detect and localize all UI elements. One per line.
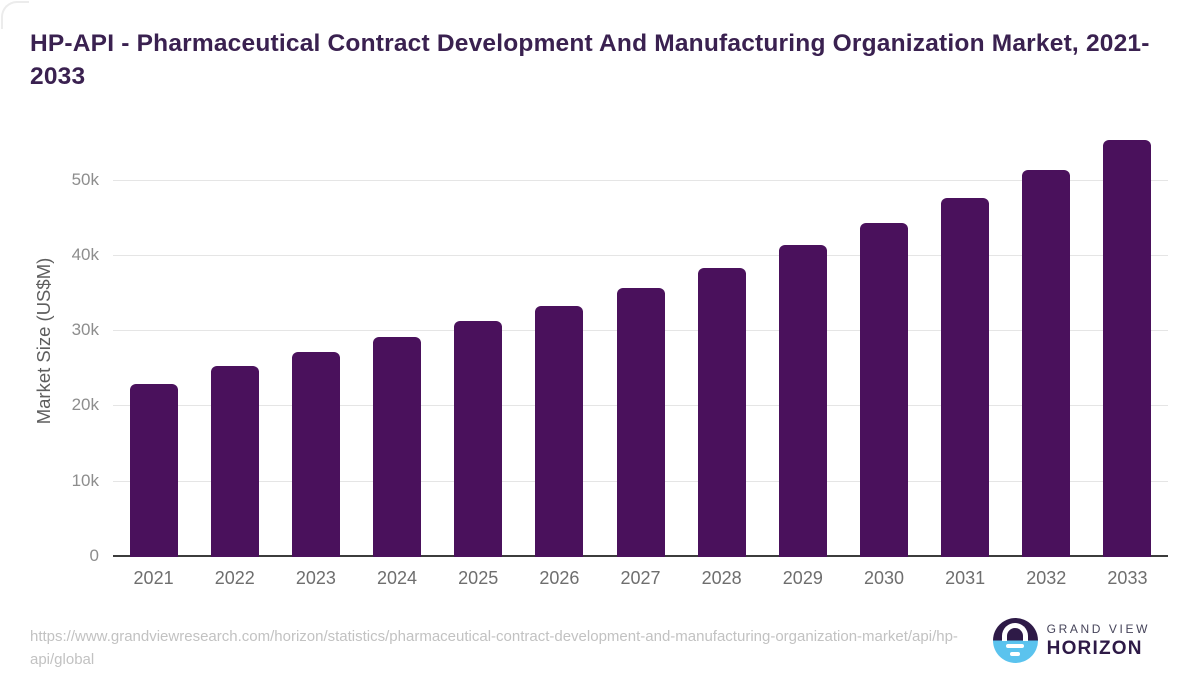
bar-2022[interactable] xyxy=(210,366,259,557)
y-tick-label-40k: 40k xyxy=(71,244,99,264)
bar-2030[interactable] xyxy=(859,222,908,557)
y-tick-label-20k: 20k xyxy=(71,395,99,415)
x-axis-labels: 2021 2022 2023 2024 2025 2026 2027 2028 2029 2030… xyxy=(113,568,1168,589)
bar-2024[interactable] xyxy=(373,336,422,557)
x-axis-label-2027: 2027 xyxy=(620,568,661,588)
sunrise-dome-shape xyxy=(1002,622,1029,641)
bar-2023[interactable] xyxy=(291,351,340,557)
grand-view-horizon-logo: GRAND VIEW HORIZON xyxy=(992,618,1150,663)
x-axis-label-2022: 2022 xyxy=(214,568,255,588)
chart-title: HP-API - Pharmaceutical Contract Develop… xyxy=(30,30,1150,90)
horizon-reflection-line-2 xyxy=(1010,651,1021,656)
x-axis-label-2032: 2032 xyxy=(1026,568,1067,588)
bar-slot-2022 xyxy=(194,125,275,557)
x-axis-label-2026: 2026 xyxy=(539,568,580,588)
bar-slot-2025 xyxy=(438,125,519,557)
x-axis-label-2031: 2031 xyxy=(945,568,986,588)
bar-slot-2024 xyxy=(356,125,437,557)
bar-slot-2030 xyxy=(843,125,924,557)
x-axis-label-2023: 2023 xyxy=(295,568,336,588)
card-corner-border xyxy=(1,1,29,29)
bar-2028[interactable] xyxy=(697,267,746,557)
x-axis-label-2025: 2025 xyxy=(458,568,499,588)
bar-2026[interactable] xyxy=(535,306,584,557)
x-axis-label-2028: 2028 xyxy=(701,568,742,588)
bar-2025[interactable] xyxy=(454,321,503,557)
source-url: https://www.grandviewresearch.com/horizo… xyxy=(30,628,958,668)
bar-slot-2028 xyxy=(681,125,762,557)
bar-slot-2021 xyxy=(113,125,194,557)
logo-text-grand-view: GRAND VIEW xyxy=(1046,621,1150,636)
bar-2021[interactable] xyxy=(129,383,178,557)
x-axis-label-2033: 2033 xyxy=(1107,568,1148,588)
bar-2031[interactable] xyxy=(941,198,990,557)
logo-text-horizon: HORIZON xyxy=(1046,637,1143,659)
bars-layer xyxy=(113,125,1168,557)
y-tick-label-0: 0 xyxy=(89,546,99,565)
horizon-sunrise-icon xyxy=(992,618,1038,663)
bar-2033[interactable] xyxy=(1103,140,1152,557)
bar-2029[interactable] xyxy=(778,245,827,557)
bar-chart-plot-area: 2021 2022 2023 2024 2025 2026 2027 2028 2029 2030… xyxy=(72,125,1168,588)
bar-slot-2031 xyxy=(925,125,1006,557)
horizon-reflection-line-1 xyxy=(1006,643,1025,648)
logo-text: GRAND VIEW HORIZON xyxy=(1047,622,1150,660)
bar-slot-2032 xyxy=(1006,125,1087,557)
bar-slot-2029 xyxy=(762,125,843,557)
bar-slot-2033 xyxy=(1087,125,1168,557)
bar-slot-2026 xyxy=(519,125,600,557)
gridline-40k xyxy=(113,254,1168,256)
bar-2027[interactable] xyxy=(616,287,665,557)
y-axis-title: Market Size (US$M) xyxy=(33,257,54,425)
x-axis-label-2030: 2030 xyxy=(863,568,904,588)
gridline-50k xyxy=(113,179,1168,181)
y-tick-label-10k: 10k xyxy=(71,470,99,490)
y-tick-label-50k: 50k xyxy=(71,169,99,189)
y-tick-label-30k: 30k xyxy=(71,320,99,340)
bar-slot-2023 xyxy=(275,125,356,557)
x-axis-label-2024: 2024 xyxy=(377,568,418,588)
x-axis-label-2021: 2021 xyxy=(133,568,174,588)
x-axis-label-2029: 2029 xyxy=(782,568,823,588)
bar-2032[interactable] xyxy=(1022,169,1071,557)
bar-slot-2027 xyxy=(600,125,681,557)
